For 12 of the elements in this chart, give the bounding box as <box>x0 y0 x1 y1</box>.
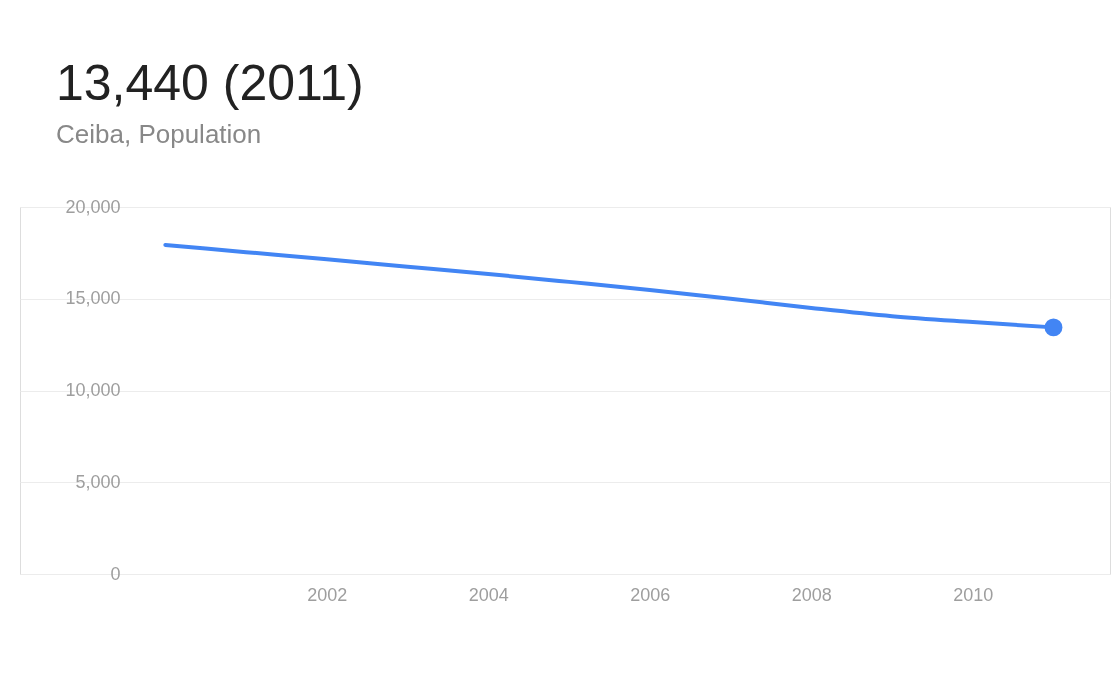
x-tick-label: 2006 <box>630 584 671 605</box>
y-tick-label: 5,000 <box>75 471 121 492</box>
y-tick-label: 20,000 <box>65 196 121 217</box>
chart-title: 13,440 (2011) <box>56 55 364 111</box>
x-tick-label: 2004 <box>468 584 509 605</box>
x-tick-label: 2010 <box>953 584 994 605</box>
y-tick-label: 15,000 <box>65 288 121 309</box>
x-tick-label: 2002 <box>307 584 348 605</box>
y-tick-label: 0 <box>110 563 121 584</box>
chart-subtitle: Ceiba, Population <box>56 119 262 149</box>
y-tick-label: 10,000 <box>65 380 121 400</box>
x-tick-label: 2008 <box>791 584 832 605</box>
